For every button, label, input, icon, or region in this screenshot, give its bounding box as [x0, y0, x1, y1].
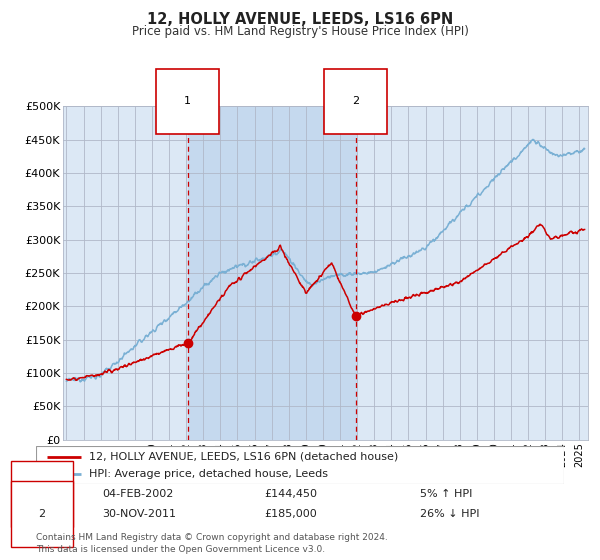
Text: £144,450: £144,450: [264, 489, 317, 499]
Text: 1: 1: [38, 489, 46, 499]
Text: 5% ↑ HPI: 5% ↑ HPI: [420, 489, 472, 499]
Text: Contains HM Land Registry data © Crown copyright and database right 2024.
This d: Contains HM Land Registry data © Crown c…: [36, 533, 388, 554]
Text: 12, HOLLY AVENUE, LEEDS, LS16 6PN: 12, HOLLY AVENUE, LEEDS, LS16 6PN: [147, 12, 453, 27]
Text: Price paid vs. HM Land Registry's House Price Index (HPI): Price paid vs. HM Land Registry's House …: [131, 25, 469, 38]
Text: £185,000: £185,000: [264, 509, 317, 519]
Text: 30-NOV-2011: 30-NOV-2011: [102, 509, 176, 519]
Text: 12, HOLLY AVENUE, LEEDS, LS16 6PN (detached house): 12, HOLLY AVENUE, LEEDS, LS16 6PN (detac…: [89, 452, 398, 462]
Bar: [188, 106, 356, 440]
Text: 2: 2: [38, 509, 46, 519]
Text: 2: 2: [352, 96, 359, 106]
Text: HPI: Average price, detached house, Leeds: HPI: Average price, detached house, Leed…: [89, 469, 328, 479]
Text: 1: 1: [184, 96, 191, 106]
Text: 04-FEB-2002: 04-FEB-2002: [102, 489, 173, 499]
Text: 26% ↓ HPI: 26% ↓ HPI: [420, 509, 479, 519]
